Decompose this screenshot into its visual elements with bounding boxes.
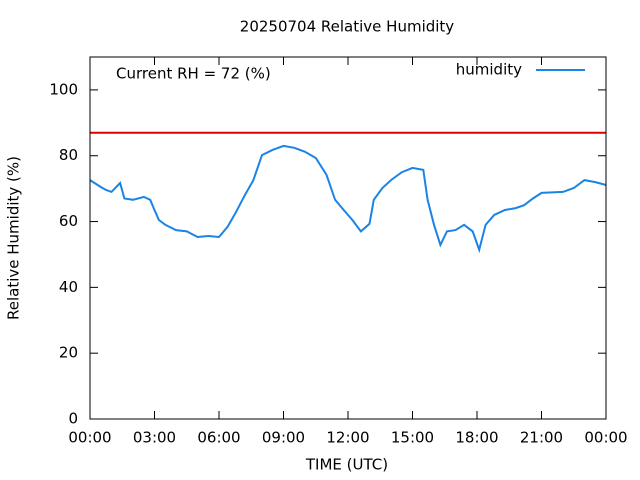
y-tick-label: 20	[59, 344, 78, 362]
x-tick-label: 06:00	[197, 429, 240, 447]
x-tick-label: 09:00	[262, 429, 305, 447]
y-tick-label: 80	[59, 146, 78, 164]
annotation: Current RH = 72 (%)	[116, 65, 271, 83]
y-axis-label: Relative Humidity (%)	[5, 156, 23, 320]
data-line	[89, 144, 607, 254]
plot-border	[89, 56, 607, 420]
x-axis-label: TIME (UTC)	[305, 456, 388, 474]
y-tick-label: 40	[59, 278, 78, 296]
x-tick-label: 15:00	[391, 429, 434, 447]
x-tick-label: 21:00	[520, 429, 563, 447]
x-tick-label: 00:00	[68, 429, 111, 447]
legend-label: humidity	[456, 61, 522, 79]
y-tick-label: 100	[49, 80, 78, 98]
y-tick-label: 0	[68, 410, 78, 428]
x-tick-label: 18:00	[455, 429, 498, 447]
y-tick-label: 60	[59, 212, 78, 230]
x-tick-label: 03:00	[133, 429, 176, 447]
x-tick-label: 12:00	[326, 429, 369, 447]
chart-title: 20250704 Relative Humidity	[240, 18, 455, 36]
x-tick-label: 00:00	[584, 429, 627, 447]
